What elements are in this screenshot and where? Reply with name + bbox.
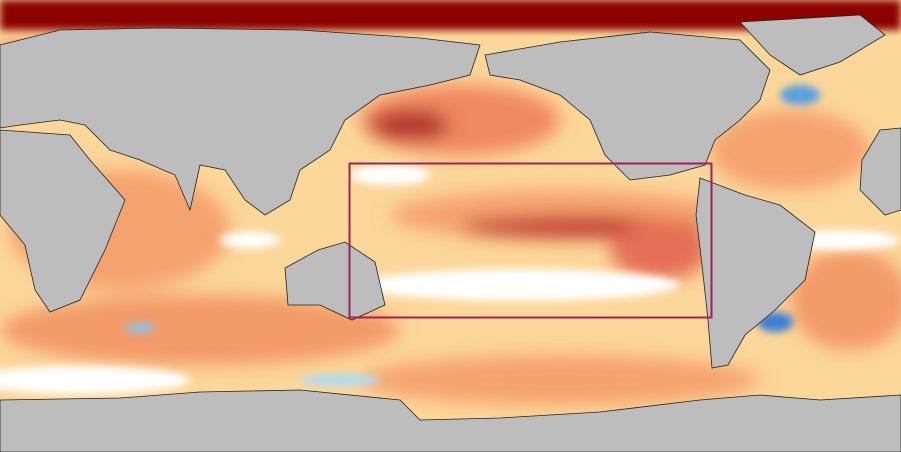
neutral-fields [0, 85, 900, 394]
nino-region-box [348, 162, 713, 319]
antarctica [0, 389, 901, 452]
eurasia [0, 27, 481, 216]
south-america [695, 177, 816, 369]
africa [0, 129, 126, 313]
land [0, 14, 901, 452]
australia [284, 241, 386, 321]
greenland [739, 14, 886, 76]
africa-east [859, 127, 901, 216]
anomaly-fields [0, 40, 901, 405]
north-america [484, 31, 771, 181]
